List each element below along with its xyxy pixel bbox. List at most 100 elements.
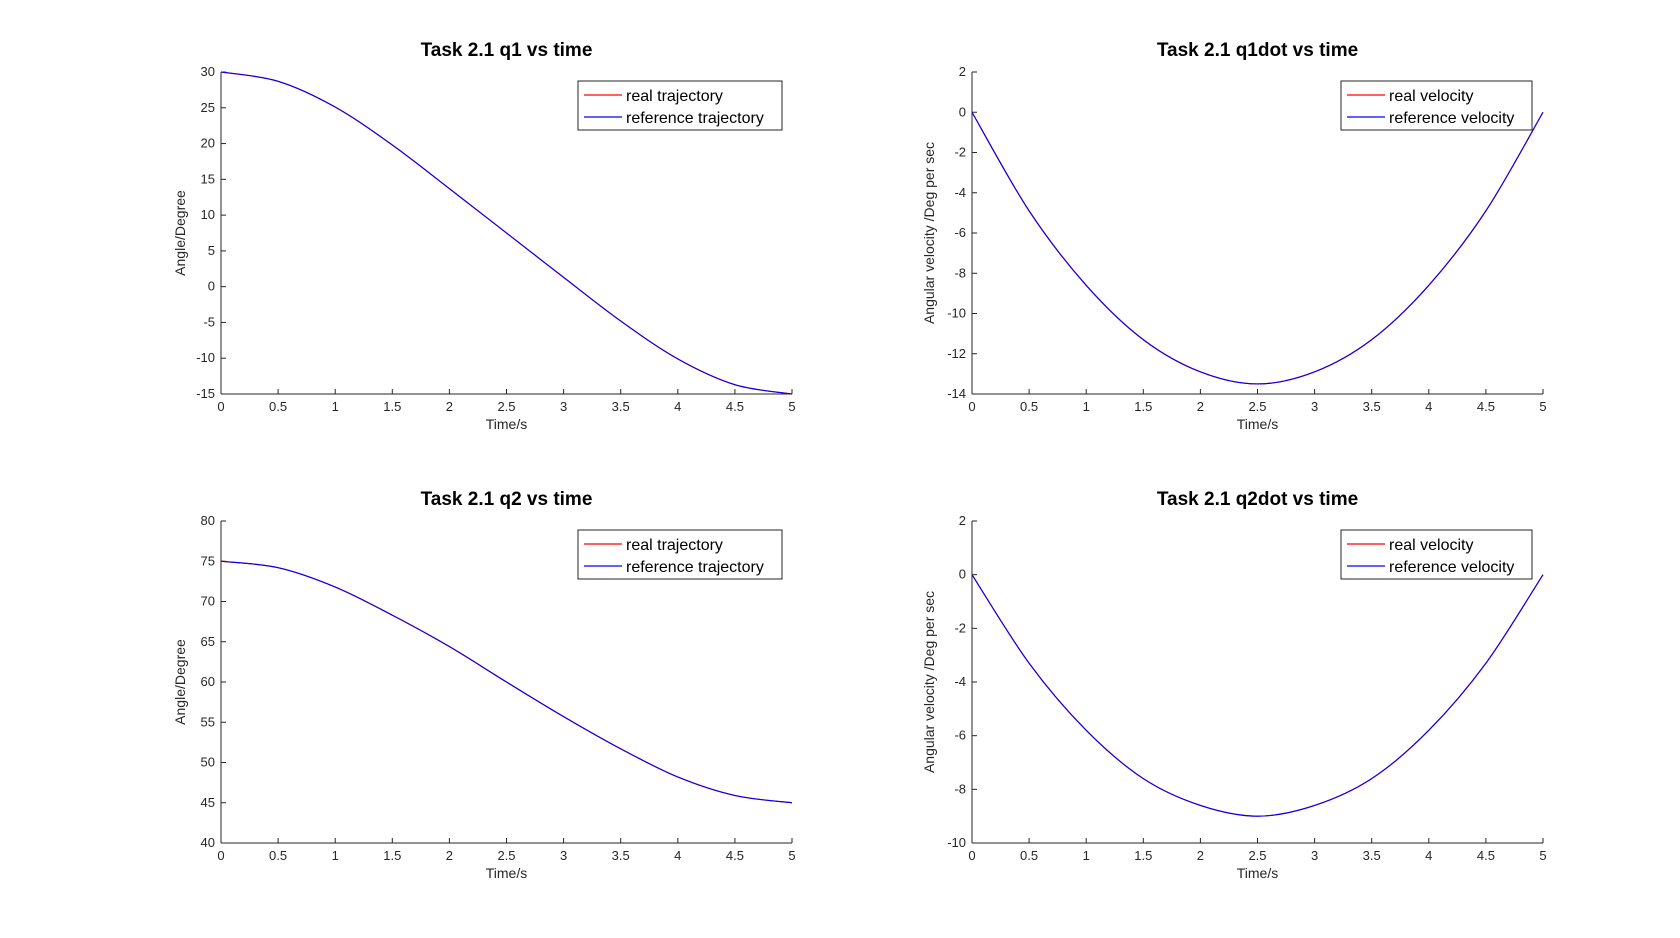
y-tick-label: 60 [201, 674, 215, 689]
x-tick-label: 4.5 [1477, 399, 1495, 414]
y-tick-label: 0 [959, 567, 966, 582]
y-tick-label: 65 [201, 634, 215, 649]
legend-box [577, 80, 783, 131]
x-tick-label: 3 [1311, 399, 1318, 414]
x-tick-label: 0 [968, 399, 975, 414]
legend-box [577, 529, 783, 580]
legend-box [1340, 529, 1533, 580]
x-tick-label: 5 [1539, 848, 1546, 863]
y-tick-label: -10 [947, 835, 966, 850]
y-tick-label: 75 [201, 553, 215, 568]
series-line-reference [220, 71, 793, 395]
y-tick-label: -6 [954, 728, 966, 743]
series-line-real [971, 111, 1544, 385]
y-tick-label: 25 [201, 100, 215, 115]
legend-label-reference: reference velocity [1389, 110, 1514, 127]
y-tick-label: 10 [201, 207, 215, 222]
series-line-real [971, 574, 1544, 817]
y-tick-label: 20 [201, 136, 215, 151]
legend-box [1340, 80, 1533, 131]
x-tick-label: 5 [788, 848, 795, 863]
y-tick-label: -5 [203, 314, 215, 329]
y-tick-label: -2 [954, 620, 966, 635]
x-tick-label: 5 [788, 399, 795, 414]
x-tick-label: 3 [1311, 848, 1318, 863]
x-tick-label: 1 [1083, 399, 1090, 414]
x-axis-label: Time/s [486, 416, 527, 432]
y-tick-label: 15 [201, 171, 215, 186]
y-tick-label: 50 [201, 755, 215, 770]
y-axis-label: Angle/Degree [172, 190, 188, 276]
y-tick-label: 80 [201, 513, 215, 528]
x-tick-label: 0.5 [269, 399, 287, 414]
x-tick-label: 4.5 [1477, 848, 1495, 863]
x-tick-label: 3.5 [612, 848, 630, 863]
subplot-q2dot: Task 2.1 q2dot vs time Time/s Angular ve… [921, 489, 1547, 881]
x-tick-label: 1 [332, 399, 339, 414]
legend-label-reference: reference velocity [1389, 559, 1514, 576]
series-line-reference [220, 560, 793, 804]
y-tick-label: -12 [947, 346, 966, 361]
y-tick-label: -2 [954, 145, 966, 160]
y-tick-label: 70 [201, 594, 215, 609]
x-tick-label: 0 [217, 399, 224, 414]
x-tick-label: 1 [1083, 848, 1090, 863]
x-tick-label: 0.5 [1020, 848, 1038, 863]
x-tick-label: 4 [1425, 399, 1432, 414]
subplot-q2: Task 2.1 q2 vs time Time/s Angle/Degree … [172, 489, 796, 881]
legend-label-reference: reference trajectory [626, 110, 764, 127]
chart-title: Task 2.1 q2dot vs time [1157, 489, 1358, 510]
x-tick-label: 0.5 [1020, 399, 1038, 414]
x-tick-label: 1.5 [1134, 848, 1152, 863]
chart-title: Task 2.1 q1 vs time [421, 40, 593, 61]
x-tick-label: 5 [1539, 399, 1546, 414]
legend-label-real: real velocity [1389, 88, 1473, 105]
y-tick-label: 2 [959, 64, 966, 79]
y-tick-label: -4 [954, 674, 966, 689]
y-tick-label: 45 [201, 795, 215, 810]
x-tick-label: 1.5 [383, 848, 401, 863]
y-tick-label: 30 [201, 64, 215, 79]
x-tick-label: 2 [1197, 848, 1204, 863]
subplot-q1: Task 2.1 q1 vs time Time/s Angle/Degree … [172, 40, 796, 432]
series-line-reference [971, 111, 1544, 385]
subplot-q1dot: Task 2.1 q1dot vs time Time/s Angular ve… [921, 40, 1547, 432]
x-tick-label: 2 [1197, 399, 1204, 414]
chart-title: Task 2.1 q2 vs time [421, 489, 593, 510]
y-tick-label: 5 [208, 243, 215, 258]
series-line-reference [971, 574, 1544, 817]
x-tick-label: 0.5 [269, 848, 287, 863]
y-axis-label: Angle/Degree [172, 639, 188, 725]
legend-label-real: real velocity [1389, 537, 1473, 554]
y-tick-label: 55 [201, 714, 215, 729]
x-tick-label: 1 [332, 848, 339, 863]
y-axis-label: Angular velocity /Deg per sec [921, 591, 937, 773]
x-tick-label: 1.5 [383, 399, 401, 414]
y-tick-label: 0 [959, 104, 966, 119]
x-tick-label: 0 [968, 848, 975, 863]
x-tick-label: 4 [1425, 848, 1432, 863]
y-tick-label: 2 [959, 513, 966, 528]
x-tick-label: 3 [560, 399, 567, 414]
y-tick-label: -10 [947, 306, 966, 321]
x-axis-label: Time/s [1237, 865, 1278, 881]
x-tick-label: 4 [674, 399, 681, 414]
x-tick-label: 2 [446, 848, 453, 863]
x-tick-label: 2.5 [497, 399, 515, 414]
y-tick-label: -10 [196, 350, 215, 365]
x-tick-label: 4 [674, 848, 681, 863]
y-tick-label: -15 [196, 386, 215, 401]
y-tick-label: -8 [954, 265, 966, 280]
x-tick-label: 4.5 [726, 399, 744, 414]
y-tick-label: 40 [201, 835, 215, 850]
chart-title: Task 2.1 q1dot vs time [1157, 40, 1358, 61]
x-tick-label: 1.5 [1134, 399, 1152, 414]
x-tick-label: 3.5 [1363, 848, 1381, 863]
legend-label-reference: reference trajectory [626, 559, 764, 576]
x-tick-label: 3 [560, 848, 567, 863]
x-axis-label: Time/s [486, 865, 527, 881]
x-tick-label: 3.5 [1363, 399, 1381, 414]
y-tick-label: -14 [947, 386, 966, 401]
